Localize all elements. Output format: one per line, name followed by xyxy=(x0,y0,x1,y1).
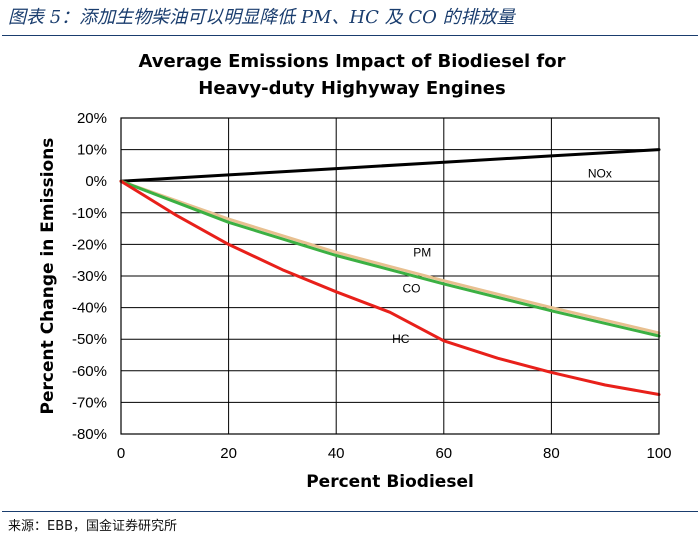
y-tick-label: -10% xyxy=(72,205,107,222)
series-lines xyxy=(119,148,661,396)
chart-title-line-2: Heavy-duty Highyway Engines xyxy=(198,78,505,99)
source-note: 来源：EBB，国金证券研究所 xyxy=(8,519,178,534)
y-tick-label: -80% xyxy=(72,426,107,443)
y-tick-label: -60% xyxy=(72,363,107,380)
series-label-nox: NOx xyxy=(588,166,612,180)
x-tick-label: 0 xyxy=(117,445,125,462)
x-tick-labels: 0 20 40 60 80 100 xyxy=(117,445,672,462)
y-tick-label: 0% xyxy=(85,173,107,190)
x-tick-label: 100 xyxy=(646,445,671,462)
series-line-nox xyxy=(119,148,661,183)
y-tick-label: 10% xyxy=(77,142,107,159)
y-tick-label: 20% xyxy=(77,110,107,127)
x-tick-label: 60 xyxy=(435,445,452,462)
y-tick-label: -50% xyxy=(72,331,107,348)
x-tick-label: 80 xyxy=(543,445,560,462)
source-rule xyxy=(2,511,698,512)
x-tick-label: 40 xyxy=(328,445,345,462)
y-axis-label: Percent Change in Emissions xyxy=(38,138,58,415)
series-label-hc: HC xyxy=(392,332,410,346)
series-label-co: CO xyxy=(403,282,421,296)
y-tick-label: -40% xyxy=(72,300,107,317)
x-tick-label: 20 xyxy=(220,445,237,462)
y-tick-labels: 20% 10% 0% -10% -20% -30% -40% -50% -60% -70% -80% xyxy=(72,110,107,443)
caption-rule xyxy=(2,35,698,36)
y-tick-label: -70% xyxy=(72,394,107,411)
series-line-co xyxy=(119,179,661,338)
series-line-pm xyxy=(119,179,661,335)
y-tick-label: -30% xyxy=(72,268,107,285)
figure-caption: 图表 5：添加生物柴油可以明显降低 PM、HC 及 CO 的排放量 xyxy=(8,7,515,28)
chart-title-line-1: Average Emissions Impact of Biodiesel fo… xyxy=(138,51,565,72)
series-line-hc xyxy=(119,179,661,396)
emissions-chart: Average Emissions Impact of Biodiesel fo… xyxy=(38,51,672,492)
x-axis-label: Percent Biodiesel xyxy=(306,472,474,492)
series-label-pm: PM xyxy=(413,245,431,259)
plot-frame xyxy=(120,117,660,435)
series-labels: NOx PM CO HC xyxy=(392,166,612,346)
y-tick-label: -20% xyxy=(72,236,107,253)
